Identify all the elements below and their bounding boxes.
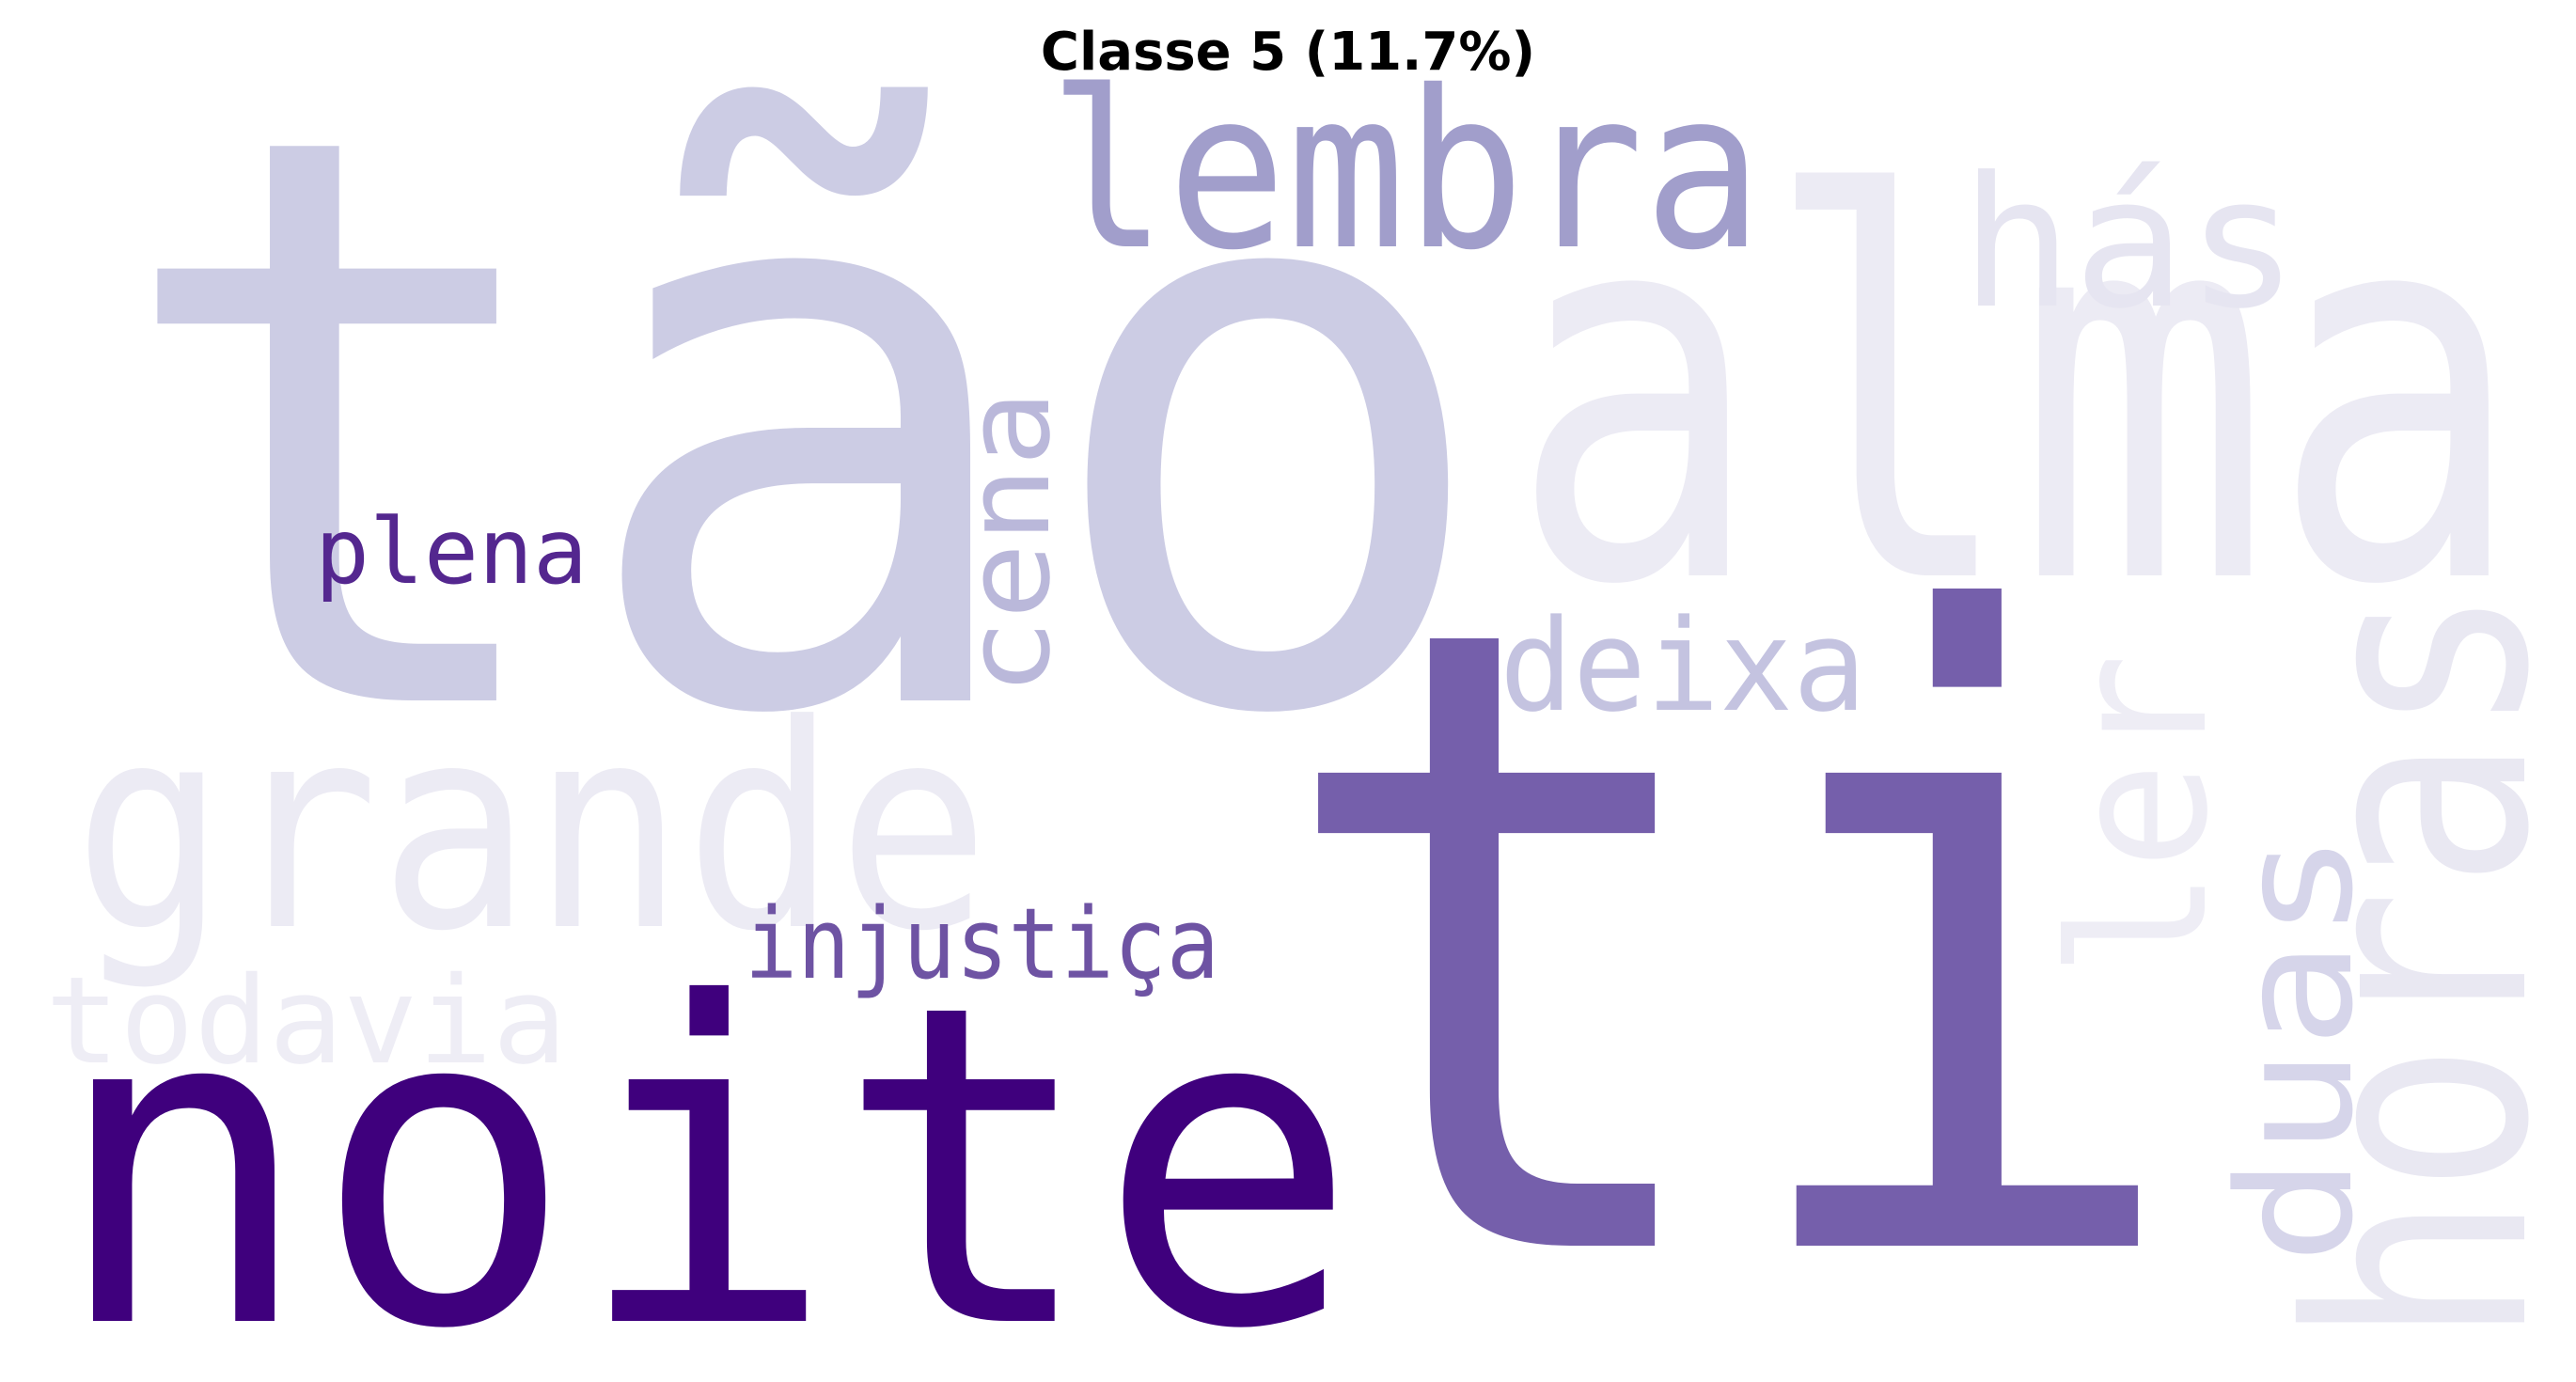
word-injustica: injustiça xyxy=(745,887,1219,1001)
word-plena: plena xyxy=(315,499,588,605)
word-duas: duas xyxy=(2204,832,2388,1264)
figure-title: Classe 5 (11.7%) xyxy=(1040,22,1536,83)
word-has: hás xyxy=(1960,139,2299,349)
word-alma: alma xyxy=(1509,87,2524,700)
word-tao: tão xyxy=(108,0,1500,887)
word-ti: ti xyxy=(1269,443,2191,1382)
word-deixa: deixa xyxy=(1500,592,1866,740)
word-todavia: todavia xyxy=(45,951,567,1091)
word-noite: noite xyxy=(52,911,1359,1382)
word-horas: horas xyxy=(2246,585,2576,1346)
word-ler: ler xyxy=(2031,653,2250,978)
word-grande: grande xyxy=(73,665,990,993)
word-lembra: lembra xyxy=(1048,44,1763,298)
word-cena: cena xyxy=(941,390,1076,696)
